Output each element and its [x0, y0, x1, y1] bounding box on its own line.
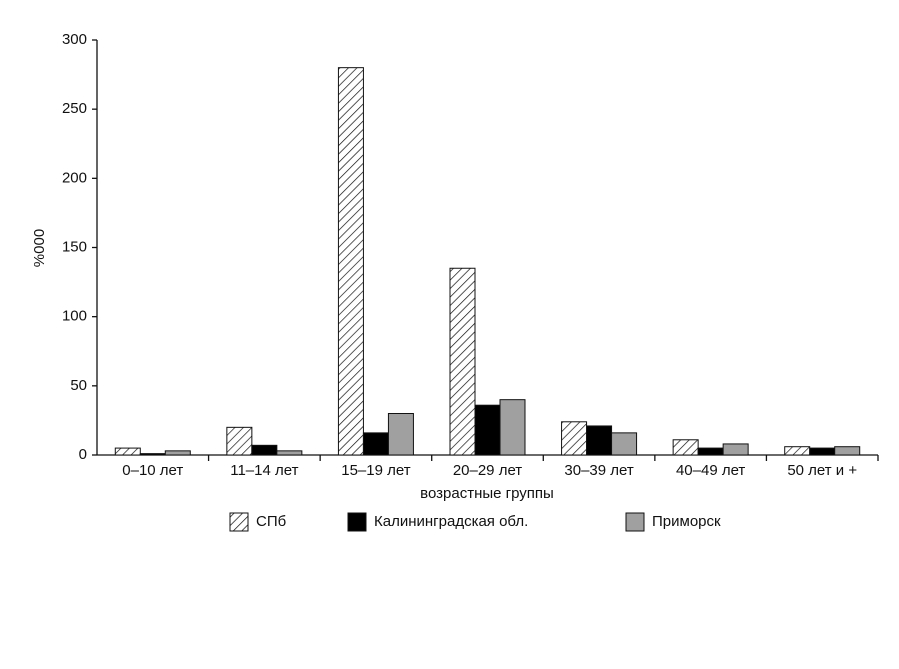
- bar: [226, 426, 253, 456]
- bar: [337, 67, 364, 456]
- bar: [164, 450, 191, 456]
- x-tick-label: 30–39 лет: [564, 462, 633, 479]
- bar: [586, 425, 613, 456]
- bar: [809, 447, 836, 456]
- bar: [387, 413, 414, 456]
- bar: [499, 399, 526, 456]
- legend-label: Калининградская обл.: [374, 513, 528, 530]
- bar: [449, 267, 476, 456]
- bar: [784, 446, 811, 456]
- bar: [114, 447, 141, 456]
- y-tick-label: 0: [79, 446, 87, 463]
- bar: [611, 432, 638, 456]
- y-tick-label: 150: [62, 238, 87, 255]
- x-axis-label: возрастные группы: [420, 485, 554, 502]
- bar: [561, 421, 588, 456]
- legend-label: Приморск: [652, 513, 721, 530]
- y-tick-label: 200: [62, 169, 87, 186]
- bar: [251, 444, 278, 456]
- bar: [672, 439, 699, 456]
- bar: [722, 443, 749, 456]
- bar: [834, 446, 861, 456]
- x-tick-label: 40–49 лет: [676, 462, 745, 479]
- x-tick-label: 50 лет и +: [787, 462, 857, 479]
- legend-swatch: [229, 512, 249, 532]
- y-tick-label: 250: [62, 100, 87, 117]
- x-tick-label: 11–14 лет: [230, 462, 298, 479]
- x-tick-label: 20–29 лет: [453, 462, 522, 479]
- x-tick-label: 0–10 лет: [122, 462, 183, 479]
- bar: [139, 453, 166, 456]
- legend-swatch: [625, 512, 645, 532]
- x-tick-label: 15–19 лет: [341, 462, 410, 479]
- y-axis-label: %000: [31, 229, 48, 267]
- bar: [362, 432, 389, 456]
- bar: [697, 447, 724, 456]
- legend-swatch: [347, 512, 367, 532]
- bar: [276, 450, 303, 456]
- y-tick-label: 300: [62, 31, 87, 48]
- y-tick-label: 50: [70, 377, 87, 394]
- legend-label: СПб: [256, 513, 286, 530]
- bar: [474, 404, 501, 456]
- y-tick-label: 100: [62, 308, 87, 325]
